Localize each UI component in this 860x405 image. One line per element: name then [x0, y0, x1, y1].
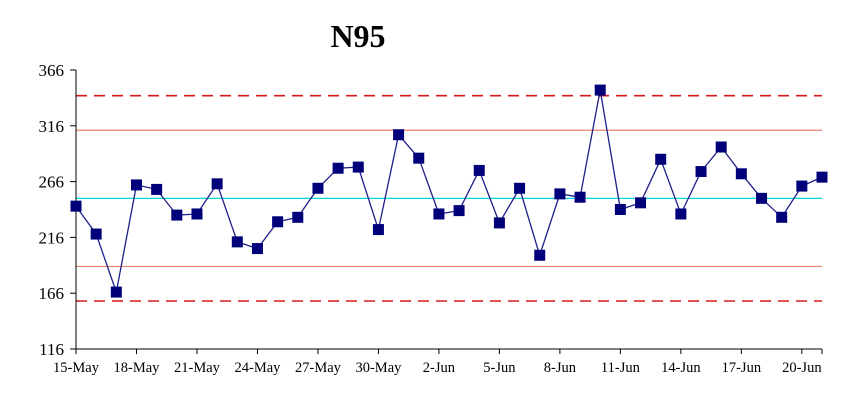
series-line — [75, 89, 823, 295]
data-point — [493, 217, 505, 229]
data-point — [171, 209, 183, 221]
data-point — [614, 204, 626, 215]
data-point — [534, 249, 546, 261]
x-tick-label: 11-Jun — [601, 360, 641, 376]
chart-title: N95 — [330, 18, 386, 54]
data-point — [594, 84, 606, 96]
data-point — [312, 182, 324, 194]
data-point — [110, 286, 122, 298]
data-point — [776, 211, 788, 223]
y-tick-label: 116 — [39, 340, 64, 359]
data-point — [372, 224, 384, 236]
x-tick-label: 20-Jun — [782, 360, 822, 376]
data-point — [332, 162, 344, 174]
data-point — [393, 129, 405, 141]
x-tick-label: 14-Jun — [661, 360, 701, 376]
x-tick-label: 24-May — [234, 360, 281, 376]
x-tick-label: 17-Jun — [722, 360, 762, 376]
data-point — [756, 192, 768, 204]
data-point — [655, 153, 667, 165]
data-point — [292, 211, 304, 223]
data-point — [251, 243, 263, 255]
data-point — [574, 191, 586, 203]
data-point — [554, 188, 566, 200]
data-point — [675, 208, 687, 220]
y-tick-label: 216 — [39, 228, 65, 247]
y-tick-label: 366 — [39, 61, 65, 80]
data-point — [70, 200, 82, 212]
x-tick-label: 18-May — [114, 360, 161, 376]
x-tick-label: 30-May — [355, 360, 402, 376]
y-tick-label: 266 — [39, 173, 65, 192]
data-point — [352, 161, 364, 173]
data-point — [130, 179, 142, 191]
data-point — [453, 205, 465, 217]
data-point — [514, 182, 526, 194]
data-point — [473, 164, 485, 176]
data-point — [796, 180, 808, 192]
data-point — [635, 197, 647, 209]
x-tick-label: 5-Jun — [483, 360, 516, 376]
y-tick-label: 316 — [39, 117, 65, 136]
x-tick-label: 27-May — [295, 360, 342, 376]
data-point — [735, 168, 747, 180]
y-tick-label: 166 — [39, 284, 65, 303]
data-point — [272, 216, 284, 228]
data-point — [413, 152, 425, 164]
data-point — [231, 236, 243, 248]
x-tick-label: 2-Jun — [423, 360, 456, 376]
x-tick-label: 15-May — [53, 360, 100, 376]
data-point — [715, 141, 727, 153]
data-point — [695, 166, 707, 178]
data-point — [90, 228, 102, 240]
x-tick-label: 21-May — [174, 360, 221, 376]
data-point — [191, 208, 203, 220]
data-point — [816, 171, 828, 183]
data-point — [211, 178, 223, 190]
x-tick-label: 8-Jun — [544, 360, 577, 376]
data-point — [433, 208, 445, 220]
data-point — [151, 183, 163, 195]
